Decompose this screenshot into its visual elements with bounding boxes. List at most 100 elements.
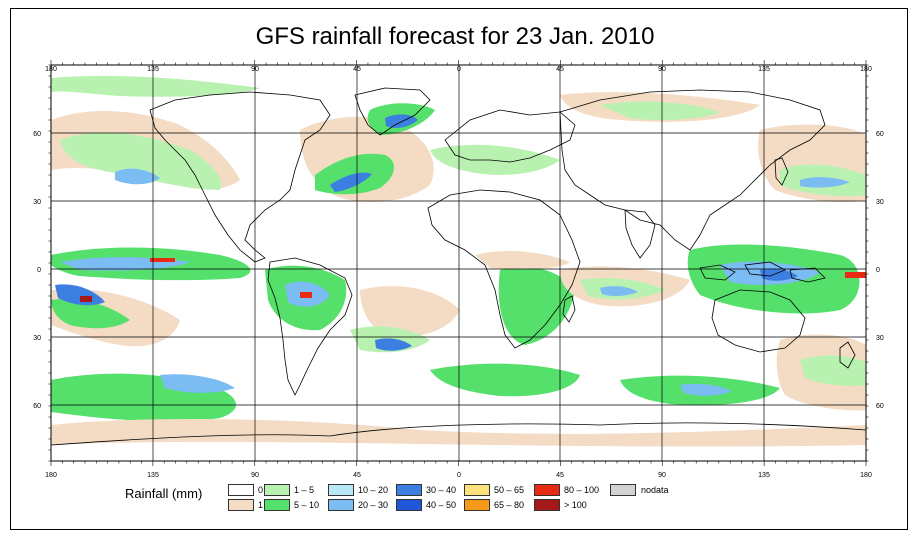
lon-top-label: 135 bbox=[147, 66, 159, 73]
minor-ticks bbox=[48, 60, 869, 466]
rain-area-north-atlantic-blue bbox=[330, 172, 372, 192]
legend-swatch-12 bbox=[610, 484, 636, 496]
legend-swatch-7 bbox=[396, 499, 422, 511]
lat-left-label: 60 bbox=[33, 131, 41, 138]
lat-labels-right: 60 30 0 30 60 bbox=[876, 131, 884, 410]
japan-outline bbox=[774, 157, 789, 186]
indonesia-outline bbox=[699, 261, 826, 283]
lon-bottom-label: 45 bbox=[353, 472, 361, 479]
figure-frame bbox=[10, 8, 908, 530]
south-america-outline bbox=[267, 257, 353, 396]
lon-bottom-label: 135 bbox=[758, 472, 770, 479]
rain-area-itcz-pacific-red bbox=[150, 258, 175, 262]
rain-area-southern-indian-track-blue bbox=[680, 383, 732, 396]
rain-area-africa-green bbox=[498, 266, 575, 345]
lat-left-label: 30 bbox=[33, 335, 41, 342]
lon-labels-top: 180 135 90 45 0 45 90 135 180 bbox=[45, 66, 872, 73]
legend-label-5: 20 – 30 bbox=[358, 500, 389, 510]
lon-top-label: 45 bbox=[353, 66, 361, 73]
legend-swatch-1 bbox=[228, 499, 254, 511]
legend-label-6: 30 – 40 bbox=[426, 485, 457, 495]
legend-title: Rainfall (mm) bbox=[125, 486, 203, 501]
rain-area-south-atlantic-tan bbox=[360, 286, 460, 337]
rain-area-europe-green bbox=[430, 144, 560, 175]
rain-area-maritime-darkblue bbox=[760, 268, 798, 281]
legend-swatch-9 bbox=[464, 499, 490, 511]
rain-area-arctic-green bbox=[51, 75, 260, 97]
legend-swatch-3 bbox=[264, 499, 290, 511]
legend-label-7: 40 – 50 bbox=[426, 500, 457, 510]
rain-area-indian-ocean-blue bbox=[600, 286, 638, 297]
lat-left-label: 30 bbox=[33, 199, 41, 206]
lon-bottom-label: 90 bbox=[251, 472, 259, 479]
lon-bottom-label: 0 bbox=[457, 472, 461, 479]
lon-top-label: 180 bbox=[45, 66, 57, 73]
legend-swatch-6 bbox=[396, 484, 422, 496]
rain-area-southern-pacific-track-blue bbox=[160, 374, 235, 393]
rain-area-asia-green bbox=[600, 101, 720, 120]
rain-area-southern-east-green bbox=[800, 355, 866, 387]
rainfall-field bbox=[51, 65, 866, 461]
lat-labels-left: 60 30 0 30 60 bbox=[33, 131, 41, 410]
madagascar-outline bbox=[562, 295, 576, 323]
rain-area-southern-atlantic-track-green bbox=[430, 363, 580, 397]
rain-area-south-pacific-red bbox=[80, 296, 92, 302]
map-title: GFS rainfall forecast for 23 Jan. 2010 bbox=[255, 23, 655, 50]
lon-top-label: 45 bbox=[556, 66, 564, 73]
lon-bottom-label: 135 bbox=[147, 472, 159, 479]
rain-area-north-pacific-green bbox=[60, 132, 222, 190]
lon-bottom-label: 45 bbox=[556, 472, 564, 479]
legend-swatch-5 bbox=[328, 499, 354, 511]
india-outline bbox=[624, 209, 656, 259]
legend-swatch-0 bbox=[228, 484, 254, 496]
legend-label-8: 50 – 65 bbox=[494, 485, 525, 495]
legend-swatch-2 bbox=[264, 484, 290, 496]
lat-right-label: 0 bbox=[876, 267, 880, 274]
asia-outline bbox=[559, 89, 826, 251]
lat-right-label: 30 bbox=[876, 335, 884, 342]
lon-top-label: 90 bbox=[658, 66, 666, 73]
lon-top-label: 90 bbox=[251, 66, 259, 73]
legend-label-11: > 100 bbox=[564, 500, 587, 510]
lon-top-label: 135 bbox=[758, 66, 770, 73]
lat-left-label: 60 bbox=[33, 403, 41, 410]
australia-outline bbox=[711, 289, 806, 353]
legend-label-9: 65 – 80 bbox=[494, 500, 525, 510]
rain-area-south-atlantic-blue bbox=[375, 338, 412, 351]
rain-area-south-pacific-green bbox=[51, 298, 130, 329]
legend-label-10: 80 – 100 bbox=[564, 485, 600, 495]
legend-swatch-10 bbox=[534, 484, 560, 496]
rain-area-south-pacific-blue bbox=[55, 284, 105, 306]
rain-area-maritime-red bbox=[845, 272, 866, 278]
rain-area-africa-tan bbox=[475, 250, 570, 270]
lon-top-label: 0 bbox=[457, 66, 461, 73]
legend-label-2: 1 – 5 bbox=[294, 485, 315, 495]
rain-area-nw-pacific-blue bbox=[800, 177, 850, 188]
graticule bbox=[51, 65, 866, 461]
lat-right-label: 30 bbox=[876, 199, 884, 206]
coastlines bbox=[51, 87, 866, 446]
lon-bottom-label: 90 bbox=[658, 472, 666, 479]
legend-swatch-11 bbox=[534, 499, 560, 511]
rain-area-north-pacific-blue bbox=[115, 168, 160, 185]
lat-right-label: 60 bbox=[876, 131, 884, 138]
greenland-outline bbox=[354, 87, 431, 136]
lon-bottom-label: 180 bbox=[860, 472, 872, 479]
north-america-outline bbox=[149, 91, 331, 263]
legend-label-3: 5 – 10 bbox=[294, 500, 320, 510]
lon-labels-bottom: 180 135 90 45 0 45 90 135 180 bbox=[45, 472, 872, 479]
legend-label-1: 1 bbox=[258, 500, 264, 510]
legend-label-0: 0 bbox=[258, 485, 264, 495]
legend-swatch-8 bbox=[464, 484, 490, 496]
lat-left-label: 0 bbox=[37, 267, 41, 274]
lat-right-label: 60 bbox=[876, 403, 884, 410]
new-zealand-outline bbox=[839, 341, 856, 369]
antarctica-outline bbox=[51, 422, 866, 446]
legend-label-12: nodata bbox=[641, 485, 669, 495]
rain-area-amazon-red bbox=[300, 292, 312, 298]
legend-swatch-4 bbox=[328, 484, 354, 496]
legend-label-4: 10 – 20 bbox=[358, 485, 389, 495]
africa-outline bbox=[427, 189, 581, 349]
lon-top-label: 180 bbox=[860, 66, 872, 73]
